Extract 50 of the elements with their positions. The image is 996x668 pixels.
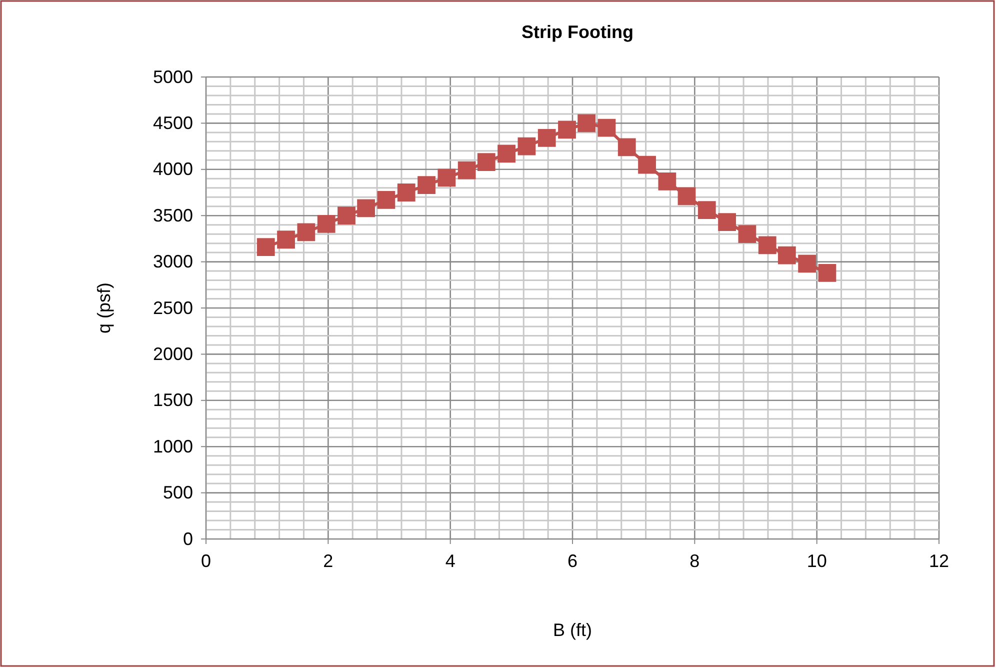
- x-tick-label: 2: [323, 550, 334, 571]
- point: [778, 246, 796, 264]
- y-tick-label: 3500: [152, 205, 193, 226]
- point: [698, 201, 716, 219]
- point: [458, 161, 476, 180]
- point: [598, 118, 616, 137]
- point: [758, 236, 776, 254]
- x-axis-title: B (ft): [553, 620, 592, 640]
- point: [578, 114, 596, 132]
- y-tick-label: 3000: [152, 252, 193, 272]
- chart-title: Strip Footing: [522, 22, 634, 42]
- point: [638, 156, 656, 174]
- x-tick-label: 12: [928, 550, 950, 571]
- point: [558, 120, 576, 139]
- point: [418, 176, 436, 194]
- point: [256, 238, 275, 256]
- point: [277, 230, 295, 249]
- point: [738, 225, 756, 244]
- point: [518, 137, 536, 156]
- y-axis-title: q (psf): [94, 282, 114, 334]
- point: [618, 138, 636, 156]
- point: [818, 264, 836, 282]
- y-tick-label: 1500: [152, 390, 193, 410]
- point: [718, 213, 736, 232]
- y-tick-label: 1000: [152, 436, 193, 456]
- point: [438, 168, 456, 187]
- point: [678, 187, 696, 206]
- point: [357, 199, 375, 218]
- point: [338, 206, 356, 225]
- x-tick-label: 6: [567, 550, 578, 571]
- y-tick-label: 4500: [152, 112, 193, 133]
- point: [498, 144, 516, 163]
- point: [798, 254, 816, 273]
- y-tick-label: 2500: [152, 298, 193, 318]
- point: [297, 223, 316, 242]
- point: [377, 190, 396, 209]
- y-tick-label: 2000: [152, 344, 193, 364]
- y-tick-label: 5000: [152, 66, 193, 87]
- y-tick-label: 500: [162, 482, 193, 503]
- point: [658, 172, 676, 190]
- point: [397, 184, 416, 202]
- x-tick-label: 8: [690, 550, 700, 571]
- x-tick-label: 10: [806, 550, 827, 571]
- x-tick-label: 0: [200, 550, 212, 571]
- x-tick-label: 4: [445, 550, 456, 571]
- point: [538, 129, 556, 147]
- point: [317, 214, 336, 233]
- point: [477, 153, 496, 171]
- y-tick-label: 0: [182, 528, 193, 549]
- y-tick-label: 4000: [152, 159, 193, 180]
